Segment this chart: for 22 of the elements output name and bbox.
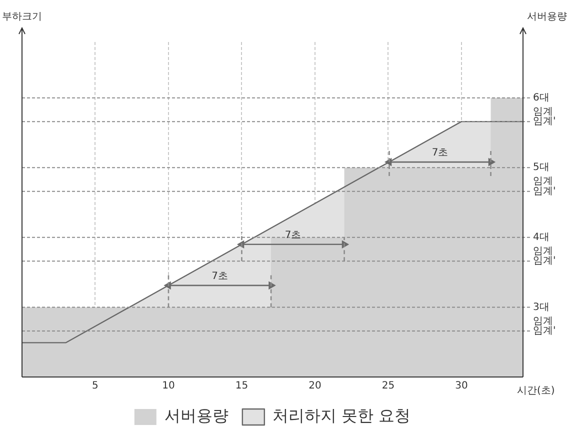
annotation: 7초 xyxy=(284,230,302,241)
ref-line-label: 임계' xyxy=(533,116,556,128)
legend-label: 처리하지 못한 요청 xyxy=(272,406,411,426)
text: 서버용량 xyxy=(527,12,567,23)
ref-line-label: 3대 임계 xyxy=(533,302,553,327)
ref-line-label: 임계' xyxy=(533,186,556,197)
annotation: 7초 xyxy=(212,271,228,282)
x-tick-label: 30 xyxy=(455,380,468,392)
ref-line-label: 6대 임계 xyxy=(533,92,553,118)
ref-line-label: 4대 임계 xyxy=(533,232,553,258)
annotation: 7초 xyxy=(432,148,448,159)
x-tick-label: 25 xyxy=(382,380,395,392)
x-axis-title: 시간(초) xyxy=(517,386,555,397)
legend-label: 서버용량 xyxy=(164,406,228,426)
x-tick-label: 5 xyxy=(92,380,98,392)
x-tick-label: 15 xyxy=(235,380,248,392)
ref-line-label: 5대 임계 xyxy=(533,162,553,188)
text: 부하크기 xyxy=(2,12,42,23)
ref-line-label: 임계' xyxy=(533,326,556,337)
x-tick-label: 20 xyxy=(308,380,322,392)
ref-line-label: 임계' xyxy=(533,256,556,267)
x-tick-label: 10 xyxy=(162,380,175,392)
